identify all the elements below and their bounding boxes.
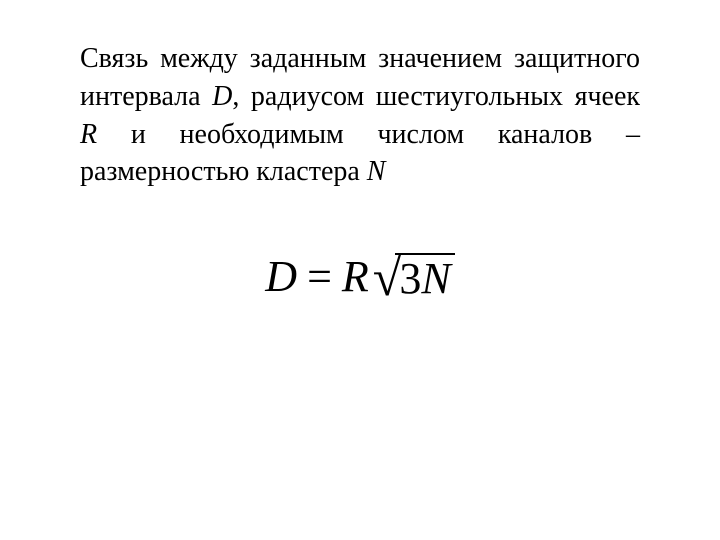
formula-D: D bbox=[265, 255, 297, 299]
symbol-R: R bbox=[80, 119, 97, 150]
symbol-N: N bbox=[367, 156, 386, 187]
sqrt-overline bbox=[395, 253, 454, 255]
formula-equals: = bbox=[299, 255, 340, 299]
document-container: Связь между заданным значением защитного… bbox=[0, 0, 720, 323]
symbol-D: D bbox=[212, 81, 232, 112]
text-run-3: и необходимым числом каналов – размернос… bbox=[80, 119, 640, 188]
formula-3: 3 bbox=[399, 257, 421, 301]
formula-block: D = R √ 3N bbox=[80, 251, 640, 303]
formula-R: R bbox=[342, 255, 369, 299]
formula-N: N bbox=[421, 257, 450, 301]
sqrt-wrapper: √ 3N bbox=[373, 251, 455, 303]
formula: D = R √ 3N bbox=[265, 251, 454, 303]
sqrt-radicand: 3N bbox=[397, 253, 454, 301]
text-run-2: , радиусом шестиугольных ячеек bbox=[232, 81, 640, 112]
body-paragraph: Связь между заданным значением защитного… bbox=[80, 40, 640, 191]
